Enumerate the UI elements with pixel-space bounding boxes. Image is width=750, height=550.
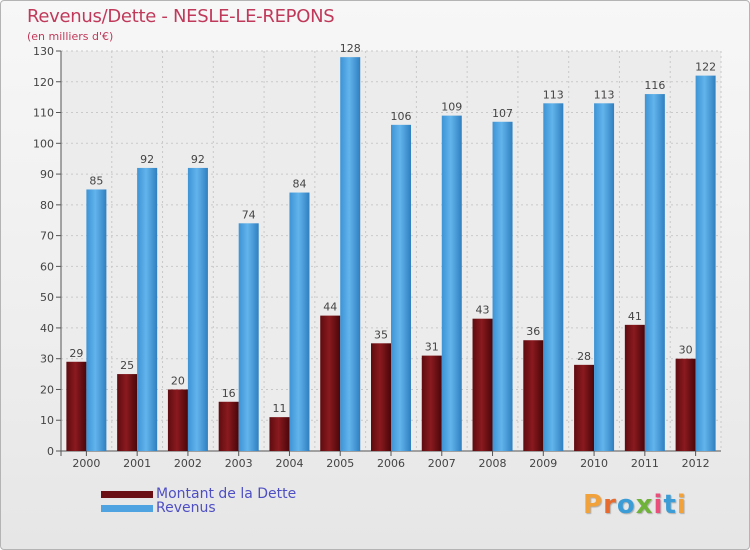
x-tick-label: 2003 [225, 457, 253, 470]
legend-swatch-debt [101, 491, 153, 498]
y-tick-label: 60 [40, 260, 54, 273]
x-tick-label: 2005 [326, 457, 354, 470]
data-label-revenus: 128 [340, 42, 361, 55]
data-label-debt: 43 [476, 304, 490, 317]
bar-revenus [391, 124, 411, 451]
y-tick-label: 50 [40, 291, 54, 304]
bar-revenus [238, 223, 259, 451]
brand-logo-letter: P [583, 490, 604, 520]
x-tick-label: 2006 [377, 457, 405, 470]
bar-revenus [289, 192, 310, 452]
bar-revenus [543, 103, 564, 452]
data-label-revenus: 116 [644, 79, 665, 92]
bar-debt [218, 401, 239, 451]
y-tick-label: 30 [40, 353, 54, 366]
brand-logo-letter: r [603, 490, 617, 520]
legend-swatch-revenus [101, 505, 153, 512]
bar-debt [421, 355, 442, 451]
y-tick-label: 70 [40, 230, 54, 243]
axis-layer: 0 10 20 30 40 50 60 70 80 90 100 110 120 130 2000 2001 2… [33, 45, 721, 470]
bars-layer [66, 57, 716, 452]
x-tick-label: 2011 [631, 457, 659, 470]
data-label-revenus: 109 [441, 101, 462, 114]
data-label-debt: 11 [272, 402, 286, 415]
bar-debt [371, 343, 391, 451]
legend-label-debt: Montant de la Dette [156, 486, 297, 502]
bar-debt [320, 315, 341, 451]
bar-revenus [187, 167, 208, 451]
data-label-debt: 44 [323, 301, 337, 314]
data-label-revenus: 113 [543, 88, 564, 101]
data-label-revenus: 85 [89, 174, 103, 187]
x-tick-label: 2007 [428, 457, 456, 470]
bar-debt [269, 417, 290, 451]
bar-revenus [340, 57, 361, 452]
bar-debt [66, 361, 87, 451]
data-label-revenus: 106 [391, 110, 412, 123]
chart-subtitle: (en milliers d'€) [27, 30, 114, 43]
y-tick-label: 80 [40, 199, 54, 212]
bar-debt [472, 318, 493, 451]
data-label-debt: 25 [120, 359, 134, 372]
data-label-revenus: 107 [492, 107, 513, 120]
bar-revenus [695, 75, 716, 451]
bar-debt [574, 364, 595, 451]
y-tick-label: 40 [40, 322, 54, 335]
brand-logo-letter: i [676, 490, 687, 520]
bar-revenus [137, 167, 158, 451]
bar-debt [167, 389, 188, 451]
y-tick-label: 20 [40, 383, 54, 396]
y-tick-label: 90 [40, 168, 54, 181]
data-label-debt: 20 [171, 374, 185, 387]
data-label-debt: 41 [628, 310, 642, 323]
data-label-debt: 30 [679, 344, 693, 357]
brand-logo-letter: i [653, 490, 664, 520]
x-tick-label: 2002 [174, 457, 202, 470]
x-tick-label: 2012 [682, 457, 710, 470]
data-label-revenus: 74 [242, 208, 256, 221]
y-tick-label: 110 [33, 107, 54, 120]
data-label-revenus: 84 [292, 178, 306, 191]
data-label-revenus: 113 [594, 88, 615, 101]
y-tick-label: 120 [33, 76, 54, 89]
x-tick-label: 2004 [275, 457, 303, 470]
bar-revenus [86, 189, 107, 451]
x-tick-label: 2008 [479, 457, 507, 470]
data-label-revenus: 92 [140, 153, 154, 166]
data-label-debt: 16 [222, 387, 236, 400]
data-label-revenus: 122 [695, 61, 716, 74]
y-tick-label: 130 [33, 45, 54, 58]
brand-logo-letter: t [663, 490, 677, 520]
data-label-debt: 31 [425, 341, 439, 354]
brand-logo-letter: x [635, 490, 654, 520]
bar-debt [624, 324, 645, 451]
bar-revenus [594, 103, 615, 452]
x-tick-label: 2009 [529, 457, 557, 470]
data-label-debt: 29 [69, 347, 83, 360]
bar-debt [675, 358, 696, 451]
brand-logo-letter: o [616, 490, 636, 520]
bar-revenus [644, 94, 665, 452]
bar-debt [117, 374, 138, 451]
y-tick-label: 0 [47, 445, 54, 458]
bar-debt [523, 340, 544, 451]
legend-label-revenus: Revenus [156, 500, 216, 516]
brand-logo: Proxiti [583, 490, 687, 520]
labels-layer: 29 85 25 92 20 92 16 74 11 84 44 128 35 106 31 109 43 107… [69, 42, 716, 415]
y-tick-label: 100 [33, 137, 54, 150]
x-tick-label: 2001 [123, 457, 151, 470]
data-label-revenus: 92 [191, 153, 205, 166]
data-label-debt: 28 [577, 350, 591, 363]
bar-revenus [492, 121, 513, 452]
chart-title: Revenus/Dette - NESLE-LE-REPONS [27, 6, 335, 27]
x-tick-label: 2000 [72, 457, 100, 470]
data-label-debt: 35 [374, 328, 388, 341]
bar-revenus [441, 115, 462, 451]
data-label-debt: 36 [526, 325, 540, 338]
y-tick-label: 10 [40, 414, 54, 427]
x-tick-label: 2010 [580, 457, 608, 470]
